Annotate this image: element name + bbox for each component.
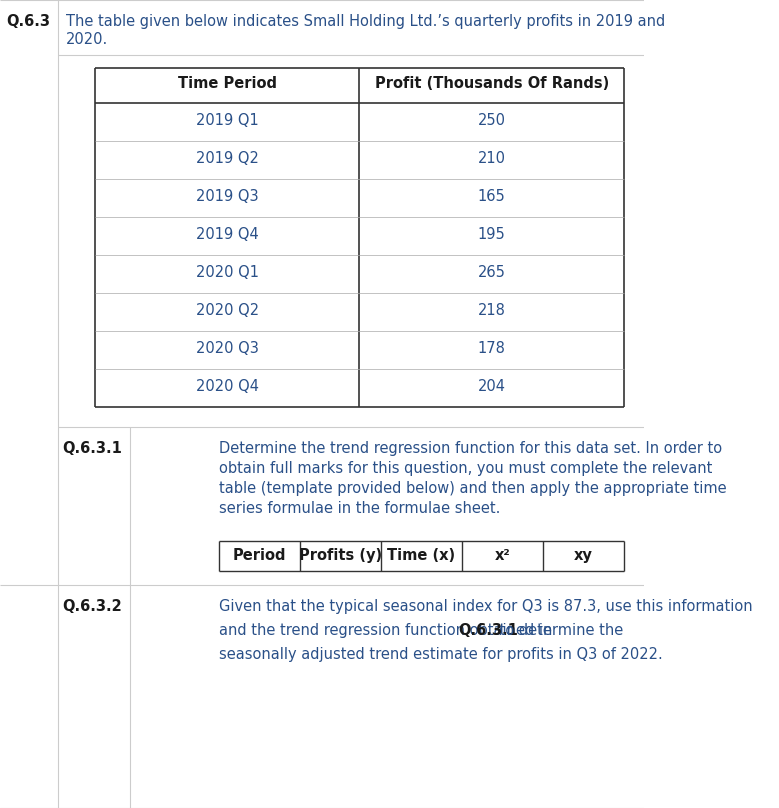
Text: xy: xy [574, 548, 593, 563]
Text: The table given below indicates Small Holding Ltd.’s quarterly profits in 2019 a: The table given below indicates Small Ho… [66, 14, 665, 29]
Text: 2020.: 2020. [66, 32, 108, 47]
Text: 165: 165 [478, 189, 506, 204]
Text: to determine the: to determine the [495, 623, 623, 638]
Text: x²: x² [495, 548, 510, 563]
Text: Determine the trend regression function for this data set. In order to: Determine the trend regression function … [219, 441, 722, 456]
Text: 265: 265 [478, 265, 506, 280]
Text: 2019 Q1: 2019 Q1 [196, 113, 259, 128]
Text: 2020 Q2: 2020 Q2 [196, 303, 259, 318]
Text: Time Period: Time Period [178, 76, 277, 91]
Text: 250: 250 [478, 113, 506, 128]
Text: 195: 195 [478, 227, 506, 242]
Text: 2020 Q4: 2020 Q4 [196, 379, 259, 394]
Text: 2020 Q1: 2020 Q1 [196, 265, 259, 280]
Text: series formulae in the formulae sheet.: series formulae in the formulae sheet. [219, 501, 500, 516]
Text: Profits (y): Profits (y) [299, 548, 382, 563]
Text: 218: 218 [478, 303, 506, 318]
Text: obtain full marks for this question, you must complete the relevant: obtain full marks for this question, you… [219, 461, 712, 476]
Text: Q.6.3: Q.6.3 [6, 14, 51, 29]
Text: table (template provided below) and then apply the appropriate time: table (template provided below) and then… [219, 481, 727, 496]
Text: 2019 Q4: 2019 Q4 [196, 227, 259, 242]
Text: Time (x): Time (x) [387, 548, 456, 563]
Text: 210: 210 [478, 151, 506, 166]
Text: 2019 Q3: 2019 Q3 [196, 189, 259, 204]
Text: 2019 Q2: 2019 Q2 [196, 151, 259, 166]
Text: Given that the typical seasonal index for Q3 is 87.3, use this information: Given that the typical seasonal index fo… [219, 599, 753, 614]
Text: Q.6.3.1: Q.6.3.1 [459, 623, 518, 638]
Text: Q.6.3.1: Q.6.3.1 [62, 441, 122, 456]
Text: Profit (Thousands Of Rands): Profit (Thousands Of Rands) [375, 76, 609, 91]
Text: 178: 178 [478, 341, 506, 356]
Text: Period: Period [233, 548, 286, 563]
Text: Q.6.3.2: Q.6.3.2 [62, 599, 122, 614]
Text: 204: 204 [478, 379, 506, 394]
Text: seasonally adjusted trend estimate for profits in Q3 of 2022.: seasonally adjusted trend estimate for p… [219, 647, 663, 662]
Text: and the trend regression function obtained in: and the trend regression function obtain… [219, 623, 557, 638]
Text: 2020 Q3: 2020 Q3 [196, 341, 259, 356]
